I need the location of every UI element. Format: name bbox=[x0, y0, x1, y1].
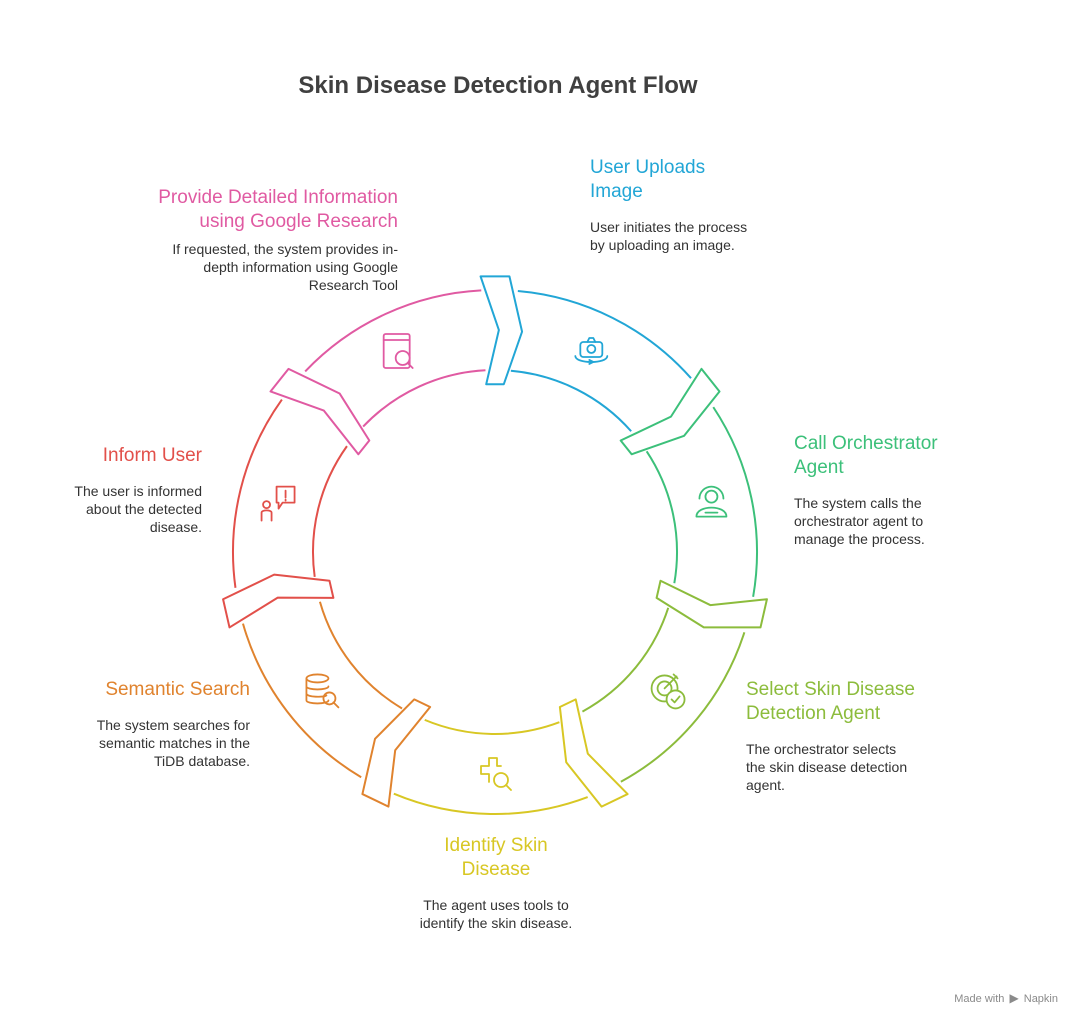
step-title: Inform User bbox=[102, 445, 202, 466]
step-title: Select Skin Disease Detection Agent bbox=[746, 679, 915, 724]
ring-segment-select bbox=[581, 607, 746, 783]
chevron-divider-select bbox=[655, 579, 768, 629]
step-description: If requested, the system provides in-dep… bbox=[172, 241, 398, 293]
chevron-divider-upload bbox=[479, 275, 524, 386]
step-title: Provide Detailed Information using Googl… bbox=[158, 187, 398, 232]
step-inform-user: Inform User The user is informed about t… bbox=[52, 444, 202, 536]
ring-segment-identify bbox=[393, 718, 589, 815]
step-provide-detailed-information: Provide Detailed Information using Googl… bbox=[130, 186, 398, 294]
ring-segment-inform bbox=[232, 399, 348, 588]
footer-made-with: Made with bbox=[954, 993, 1005, 1005]
chevron-divider-search bbox=[361, 698, 432, 808]
ring-segment-upload bbox=[510, 290, 692, 432]
step-description: User initiates the process by uploading … bbox=[590, 219, 748, 253]
napkin-logo-icon: ▶ bbox=[1009, 991, 1019, 1005]
step-call-orchestrator-agent: Call Orchestrator Agent The system calls… bbox=[794, 432, 974, 548]
step-user-uploads-image: User Uploads Image User initiates the pr… bbox=[590, 156, 780, 254]
camera-rotate-icon bbox=[574, 337, 609, 365]
step-title: User Uploads Image bbox=[590, 157, 706, 202]
step-select-skin-disease-detection-agent: Select Skin Disease Detection Agent The … bbox=[746, 678, 926, 794]
step-title: Semantic Search bbox=[105, 679, 250, 700]
ring-segment-research bbox=[304, 289, 486, 428]
medical-search-icon bbox=[480, 757, 512, 791]
step-identify-skin-disease: Identify Skin Disease The agent uses too… bbox=[406, 834, 586, 932]
footer-branding: Made with ▶ Napkin bbox=[954, 991, 1058, 1005]
support-agent-icon bbox=[695, 485, 728, 518]
user-alert-icon bbox=[260, 485, 296, 522]
step-description: The system calls the orchestrator agent … bbox=[794, 495, 925, 547]
step-description: The system searches for semantic matches… bbox=[96, 717, 250, 769]
footer-brand: Napkin bbox=[1023, 993, 1058, 1005]
step-description: The agent uses tools to identify the ski… bbox=[419, 897, 573, 931]
step-semantic-search: Semantic Search The system searches for … bbox=[70, 678, 250, 770]
chevron-divider-orchestrator bbox=[619, 367, 721, 456]
ring-segment-orchestrator bbox=[645, 406, 758, 598]
chevron-divider-inform bbox=[222, 573, 335, 629]
step-title: Call Orchestrator Agent bbox=[794, 433, 938, 478]
ring-segment-search bbox=[242, 601, 403, 779]
target-check-icon bbox=[650, 673, 686, 710]
chevron-divider-research bbox=[269, 367, 371, 456]
step-description: The user is informed about the detected … bbox=[74, 483, 202, 535]
step-title: Identify Skin Disease bbox=[444, 835, 548, 880]
step-description: The orchestrator selects the skin diseas… bbox=[746, 741, 908, 793]
chevron-divider-identify bbox=[558, 698, 629, 808]
database-search-icon bbox=[305, 673, 340, 709]
diagram-title: Skin Disease Detection Agent Flow bbox=[298, 72, 698, 99]
book-search-icon bbox=[382, 333, 414, 369]
